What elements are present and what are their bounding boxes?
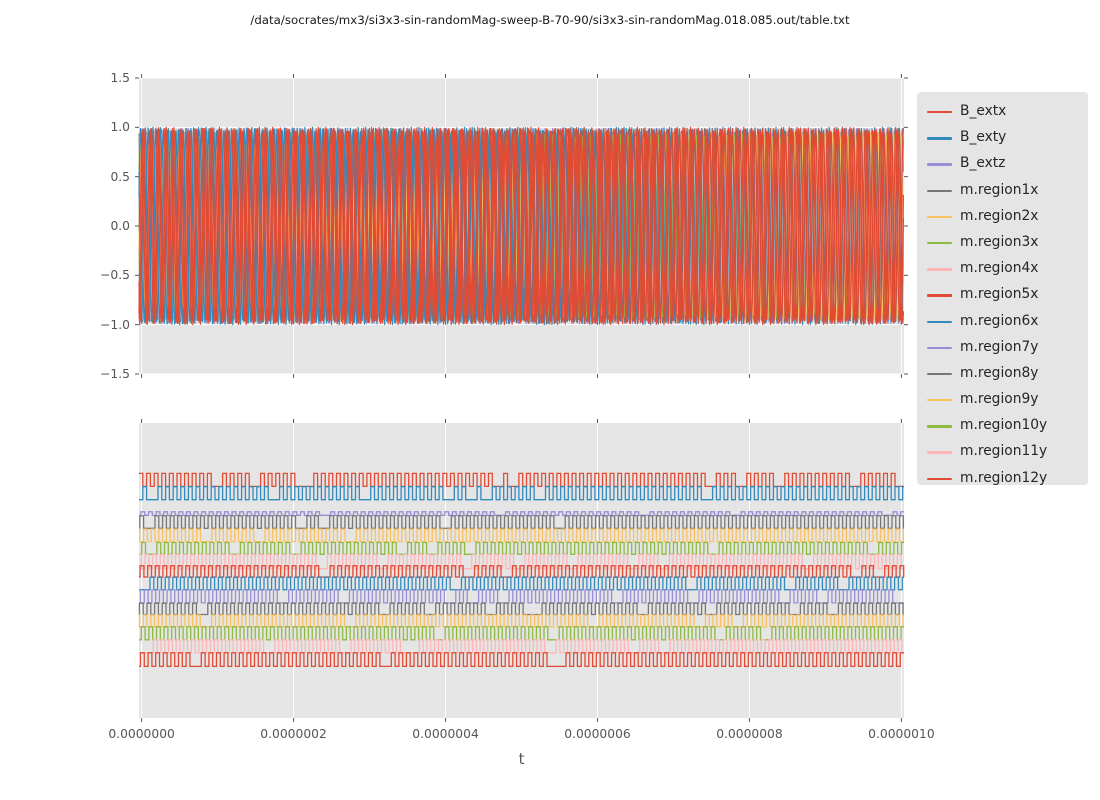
- ytick-label: −1.5: [100, 367, 130, 381]
- legend-item-label: m.region2x: [960, 207, 1039, 224]
- legend-item: B_extz: [917, 151, 1088, 177]
- ytick-label: 0.5: [110, 169, 130, 184]
- legend-line-sample: [927, 425, 952, 428]
- legend-item: m.region1x: [917, 178, 1088, 204]
- xtick-label: 0.0000010: [868, 727, 935, 741]
- legend-item-label: m.region1x: [960, 181, 1039, 198]
- xtick-label: 0.0000004: [412, 727, 479, 741]
- legend-line-sample: [927, 111, 952, 114]
- legend-item-label: m.region8y: [960, 364, 1039, 381]
- ytick-label: −0.5: [100, 268, 130, 283]
- legend-item-label: B_extz: [960, 155, 1006, 172]
- legend-line-sample: [927, 268, 952, 271]
- ytick-label: 0.0: [110, 219, 130, 233]
- legend-item: B_extx: [917, 99, 1088, 125]
- legend-item-label: m.region7y: [960, 338, 1039, 355]
- legend-line-sample: [927, 241, 952, 245]
- legend-item-label: m.region9y: [960, 391, 1039, 408]
- xtick-label: 0.0000002: [260, 727, 327, 741]
- xtick-label: 0.0000000: [108, 727, 175, 741]
- legend-item: m.region3x: [917, 230, 1088, 256]
- legend-item: m.region6x: [917, 309, 1088, 335]
- legend-item: m.region11y: [917, 439, 1088, 465]
- series-m.region12y: [139, 652, 904, 668]
- legend-item: m.region10y: [917, 413, 1088, 439]
- legend-line-sample: [927, 477, 952, 481]
- series-B_exty: [139, 486, 904, 501]
- legend-item: m.region4x: [917, 256, 1088, 282]
- legend-line-sample: [927, 346, 952, 350]
- ytick-label: 1.0: [110, 120, 130, 135]
- legend-line-sample: [927, 189, 952, 192]
- ytick-label: −1.0: [100, 317, 130, 332]
- legend-item-label: m.region4x: [960, 260, 1039, 277]
- legend-line-sample: [927, 137, 952, 140]
- legend: B_extx B_exty B_extz m.region1x m.region2x m.…: [917, 92, 1088, 486]
- legend-item: B_exty: [917, 125, 1088, 151]
- legend-item-label: m.region11y: [960, 443, 1048, 460]
- figure-title: /data/socrates/mx3/si3x3-sin-randomMag-s…: [250, 13, 850, 27]
- bottom-plot-axes: [138, 419, 905, 722]
- legend-item-label: m.region6x: [960, 312, 1039, 329]
- series-m.region4x: [139, 553, 904, 570]
- legend-item: m.region2x: [917, 204, 1088, 230]
- series-m.region5x: [138, 128, 904, 324]
- legend-line-sample: [927, 294, 952, 297]
- legend-line-sample: [927, 451, 952, 454]
- legend-item: m.region5x: [917, 282, 1088, 308]
- axes-background: [139, 423, 904, 718]
- legend-item-label: B_extx: [960, 103, 1007, 119]
- legend-item: m.region8y: [917, 361, 1088, 387]
- x-axis-label: t: [518, 751, 525, 768]
- ytick-label: 1.5: [110, 71, 130, 85]
- xtick-label: 0.0000006: [564, 727, 631, 741]
- legend-item-label: m.region3x: [960, 233, 1039, 250]
- legend-item-label: m.region5x: [960, 286, 1039, 303]
- legend-item-label: B_exty: [960, 129, 1007, 146]
- legend-item: m.region7y: [917, 335, 1088, 361]
- legend-line-sample: [927, 399, 952, 402]
- legend-item: m.region12y: [917, 466, 1088, 492]
- legend-line-sample: [927, 163, 952, 166]
- legend-line-sample: [927, 320, 952, 323]
- top-plot-axes: [135, 74, 908, 378]
- series-m.region1x: [139, 515, 905, 529]
- legend-item: m.region9y: [917, 387, 1088, 413]
- legend-line-sample: [927, 215, 952, 219]
- series-m.region2x: [139, 528, 905, 543]
- series-m.region12y: [138, 127, 904, 325]
- legend-item-label: m.region10y: [960, 417, 1048, 434]
- series-m.region9y: [138, 614, 904, 628]
- xtick-label: 0.0000008: [716, 727, 783, 741]
- series-m.region10y: [139, 626, 904, 641]
- legend-item-label: m.region12y: [960, 469, 1048, 486]
- legend-line-sample: [927, 372, 952, 376]
